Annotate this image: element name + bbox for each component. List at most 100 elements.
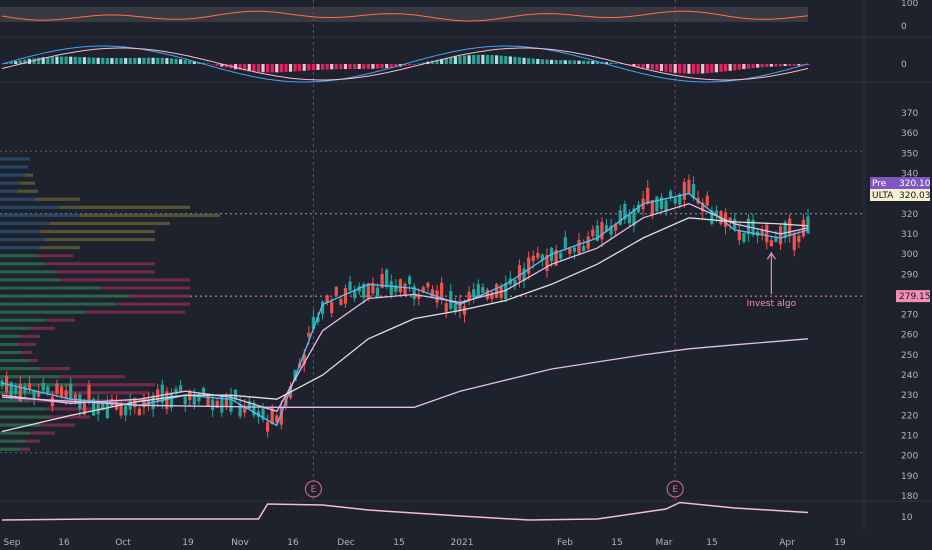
volume-profile-down — [70, 383, 155, 387]
rsi-tick-label: 0 — [901, 22, 907, 32]
candle-body — [165, 391, 169, 410]
price-tag-label: ULTA — [872, 191, 894, 201]
candle-body — [586, 236, 590, 249]
volume-profile-down — [50, 415, 90, 419]
volume-profile-up — [0, 318, 45, 322]
candle-body — [769, 240, 773, 247]
candle-body — [595, 225, 599, 241]
candle-body — [655, 196, 659, 212]
candle-body — [531, 255, 535, 262]
macd-histogram-bar — [778, 64, 783, 67]
x-tick-label: Oct — [115, 538, 131, 548]
price-tag-label: Pre — [872, 179, 887, 189]
candle-body — [27, 383, 32, 391]
price-tick-label: 290 — [901, 270, 918, 280]
macd-histogram-bar — [751, 64, 755, 69]
macd-histogram-bar — [23, 59, 27, 64]
volume-profile-up — [0, 431, 30, 435]
moving-average-2 — [1, 203, 809, 413]
candle-body — [650, 200, 654, 216]
macd-histogram-bar — [151, 57, 155, 64]
volume-profile-up — [0, 246, 40, 250]
candle-body — [353, 290, 357, 299]
candle-body — [513, 279, 517, 285]
macd-histogram-bar — [568, 60, 572, 64]
price-tag-value: 320.03 — [899, 191, 931, 201]
volume-profile-up — [0, 286, 100, 290]
candle-body — [440, 282, 444, 300]
macd-histogram-bar — [243, 64, 247, 71]
candle-body — [728, 217, 732, 223]
candle-body — [201, 387, 206, 394]
candle-body — [23, 386, 27, 393]
earnings-marker — [666, 480, 684, 498]
candle-body — [105, 402, 109, 419]
macd-histogram-bar — [165, 58, 169, 64]
macd-histogram-bar — [82, 57, 87, 64]
price-tag-value: 279.15 — [899, 292, 931, 302]
candle-body — [536, 252, 540, 258]
macd-histogram-bar — [696, 64, 700, 74]
macd-histogram-bar — [756, 64, 760, 68]
macd-histogram-bar — [50, 56, 54, 64]
macd-histogram-bar — [540, 59, 544, 64]
candle-body — [572, 247, 577, 252]
volume-profile-down — [80, 213, 220, 218]
volume-profile-down — [40, 229, 155, 234]
macd-histogram-bar — [18, 60, 22, 64]
macd-histogram-bar — [531, 58, 535, 64]
volume-tick-label: 10 — [901, 513, 913, 523]
macd-histogram-bar — [504, 56, 508, 64]
macd-histogram-bar — [765, 64, 769, 67]
candle-body — [256, 411, 261, 417]
macd-histogram-bar — [682, 64, 686, 74]
candle-body — [421, 286, 425, 292]
candle-body — [247, 401, 251, 410]
macd-histogram-bar — [719, 64, 723, 72]
candle-body — [14, 387, 18, 394]
macd-histogram-bar — [783, 64, 787, 67]
candle-body — [325, 295, 329, 303]
macd-histogram-bar — [256, 64, 261, 73]
volume-profile-down — [60, 278, 190, 282]
volume-profile-up — [0, 326, 30, 330]
candle-body — [37, 391, 41, 397]
price-tick-label: 310 — [901, 230, 918, 240]
price-tick-label: 250 — [901, 351, 918, 361]
volume-profile-down — [18, 342, 36, 347]
volume-profile-up — [0, 399, 30, 403]
macd-histogram-bar — [233, 64, 238, 70]
macd-histogram-bar — [110, 58, 114, 64]
macd-histogram-bar — [774, 64, 778, 67]
x-tick-label: 19 — [834, 538, 846, 548]
candle-body — [462, 306, 467, 315]
macd-histogram-bar — [513, 56, 517, 64]
candle-body — [385, 269, 389, 288]
volume-profile-down — [45, 407, 105, 411]
earnings-marker — [304, 480, 322, 498]
macd-histogram-bar — [430, 60, 435, 64]
macd-histogram-bar — [284, 64, 288, 73]
candle-body — [197, 394, 201, 402]
macd-histogram-bar — [476, 54, 480, 64]
macd-histogram-bar — [266, 64, 270, 73]
macd-histogram-bar — [119, 58, 123, 64]
macd-histogram-bar — [192, 61, 196, 64]
candle-body — [517, 265, 522, 281]
macd-histogram-bar — [449, 57, 453, 64]
price-tick-label: 210 — [901, 432, 918, 442]
x-tick-label: Mar — [656, 538, 673, 548]
volume-profile-up — [0, 366, 40, 371]
macd-histogram-bar — [627, 64, 631, 66]
macd-histogram-bar — [733, 64, 737, 71]
candle-body — [119, 402, 123, 416]
macd-histogram-bar — [760, 64, 764, 68]
candle-body — [614, 224, 618, 231]
macd-histogram-bar — [536, 58, 540, 64]
volume-profile-up — [0, 197, 35, 201]
candle-body — [69, 383, 73, 400]
candle-body — [211, 399, 215, 410]
macd-histogram-bar — [55, 56, 59, 64]
macd-histogram-bar — [453, 56, 457, 64]
